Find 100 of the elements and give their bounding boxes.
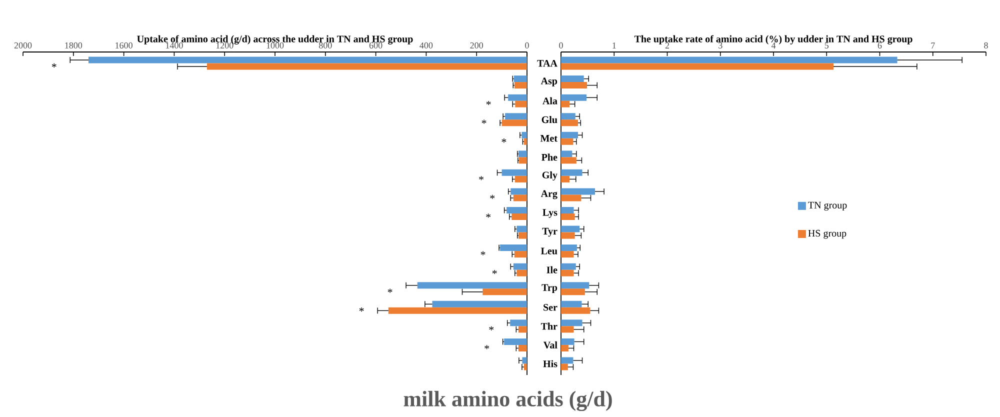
bar bbox=[522, 132, 527, 138]
x-tick-label: 8 bbox=[984, 42, 988, 48]
bar bbox=[505, 113, 527, 120]
bar bbox=[514, 82, 527, 89]
bar bbox=[561, 94, 587, 101]
y-tick-label: Leu bbox=[540, 248, 558, 254]
y-tick-label: Lys bbox=[542, 209, 558, 218]
annotation: * bbox=[492, 270, 497, 274]
bar bbox=[561, 320, 582, 326]
y-tick-label: Ser bbox=[544, 304, 558, 311]
bar bbox=[561, 113, 576, 120]
bar bbox=[482, 288, 527, 296]
bar bbox=[561, 206, 574, 214]
bar bbox=[514, 251, 527, 258]
bar bbox=[508, 94, 527, 101]
y-tick-label: Glu bbox=[542, 116, 558, 124]
bar bbox=[561, 326, 574, 333]
bar bbox=[561, 138, 574, 145]
bar bbox=[561, 344, 568, 352]
bar bbox=[561, 244, 577, 252]
bar bbox=[561, 364, 568, 370]
bar bbox=[88, 56, 527, 64]
y-tick-label: Trp bbox=[542, 284, 558, 293]
bar bbox=[388, 307, 527, 314]
annotation: * bbox=[484, 345, 490, 350]
bar bbox=[561, 226, 580, 232]
annotation: * bbox=[489, 326, 494, 330]
bar bbox=[561, 169, 582, 176]
x-tick-label: 0 bbox=[559, 42, 563, 48]
bar bbox=[561, 288, 585, 296]
bar bbox=[561, 132, 578, 138]
annotation: * bbox=[502, 138, 506, 143]
x-tick-label: 4 bbox=[771, 42, 776, 48]
legend-label: HS group bbox=[808, 230, 846, 239]
bar bbox=[518, 326, 527, 333]
y-tick-label: Asp bbox=[540, 78, 558, 86]
x-tick-label: 400 bbox=[420, 42, 433, 48]
y-tick-label: Arg bbox=[540, 190, 558, 200]
bar bbox=[516, 270, 527, 276]
bar bbox=[506, 206, 527, 214]
x-tick-label: 600 bbox=[369, 42, 382, 48]
bar bbox=[561, 338, 574, 345]
bar bbox=[500, 244, 527, 252]
bar bbox=[432, 300, 527, 308]
y-tick-label: Met bbox=[540, 135, 558, 142]
bar bbox=[561, 150, 572, 158]
x-tick-label: 1800 bbox=[65, 42, 82, 48]
y-tick-label: Ala bbox=[542, 97, 558, 104]
bar bbox=[561, 56, 898, 64]
bar bbox=[514, 76, 527, 82]
annotation: * bbox=[359, 308, 364, 312]
annotation: * bbox=[486, 100, 491, 106]
annotation: * bbox=[486, 214, 491, 218]
bar bbox=[561, 282, 590, 289]
bar bbox=[524, 364, 527, 370]
y-tick-label: Val bbox=[544, 341, 558, 348]
bar bbox=[561, 194, 582, 202]
x-tick-label: 200 bbox=[470, 42, 484, 48]
annotation: * bbox=[479, 176, 484, 180]
x-tick-label: 2 bbox=[665, 42, 670, 48]
bar bbox=[522, 357, 527, 364]
bar bbox=[513, 263, 527, 270]
x-tick-label: 2000 bbox=[14, 42, 32, 48]
y-tick-label: Phe bbox=[542, 154, 558, 161]
annotation: * bbox=[490, 194, 495, 199]
x-tick-label: 3 bbox=[718, 42, 722, 48]
bar bbox=[561, 357, 574, 364]
text: milk amino acids (g/d) bbox=[404, 390, 612, 412]
x-tick-label: 1000 bbox=[266, 42, 284, 48]
x-tick-label: 800 bbox=[319, 42, 332, 48]
bar bbox=[561, 188, 596, 195]
bar bbox=[417, 282, 527, 289]
bar bbox=[502, 120, 527, 126]
x-tick-label: 1200 bbox=[216, 42, 234, 48]
bar bbox=[561, 176, 570, 182]
bar bbox=[561, 300, 582, 308]
bar bbox=[561, 232, 575, 239]
bar bbox=[561, 100, 570, 108]
annotation: * bbox=[482, 120, 486, 124]
bar bbox=[515, 100, 527, 108]
bar bbox=[514, 176, 527, 182]
y-tick-label: Ile bbox=[546, 266, 558, 274]
legend-label: TN group bbox=[808, 202, 847, 211]
bar bbox=[561, 307, 590, 314]
bar bbox=[510, 188, 527, 195]
bar bbox=[561, 157, 576, 164]
bar bbox=[504, 338, 527, 345]
bar bbox=[561, 63, 834, 70]
x-tick-label: 1 bbox=[612, 42, 616, 48]
bar bbox=[502, 169, 527, 176]
bar bbox=[561, 76, 584, 82]
y-tick-label: TAA bbox=[537, 60, 558, 67]
annotation: * bbox=[480, 251, 486, 256]
bar bbox=[561, 263, 576, 270]
bar bbox=[518, 344, 527, 352]
y-tick-label: Thr bbox=[540, 322, 558, 330]
bar bbox=[510, 320, 527, 326]
bar bbox=[561, 213, 575, 220]
x-tick-label: 1600 bbox=[116, 42, 132, 48]
bar bbox=[206, 63, 527, 70]
